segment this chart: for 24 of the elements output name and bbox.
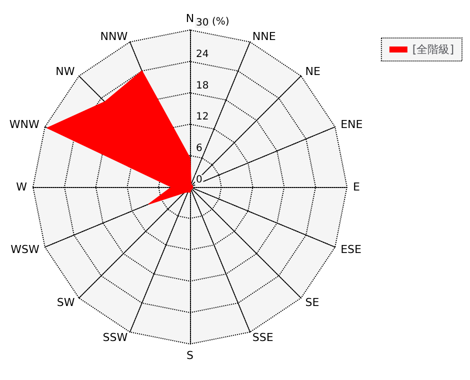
spoke-label: NNE [252, 30, 276, 43]
spoke-label: NE [305, 65, 320, 78]
y-tick-label: 0 [196, 174, 202, 186]
spoke-label: SE [305, 296, 320, 309]
spoke-label: NW [56, 65, 75, 78]
y-tick-label: 18 [196, 80, 209, 92]
spoke-label: SW [56, 296, 75, 309]
spoke-label: W [16, 180, 28, 194]
legend-label: [全階級] [412, 43, 454, 56]
spoke-label: NNW [100, 30, 128, 43]
spoke-label: ENE [340, 118, 363, 132]
spoke-label: WSW [10, 242, 40, 256]
spoke-label: N [186, 12, 194, 25]
spoke-label: E [353, 180, 360, 194]
spoke-label: SSW [102, 331, 128, 344]
spoke-label: S [186, 349, 194, 362]
spoke-label: ESE [340, 242, 362, 256]
spoke-label: SSE [252, 331, 274, 344]
y-tick-label: 6 [196, 143, 202, 154]
spoke-label: WNW [9, 118, 40, 132]
y-tick-label: 12 [196, 112, 209, 123]
y-tick-label: 24 [196, 48, 209, 60]
y-tick-label: 30 [196, 18, 209, 28]
text: (%) [212, 16, 230, 28]
